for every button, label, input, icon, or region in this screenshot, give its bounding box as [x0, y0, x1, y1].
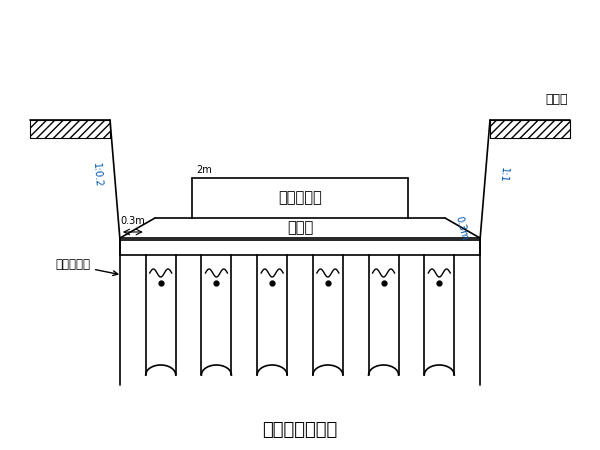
Text: 基坑开挖示意图: 基坑开挖示意图	[262, 421, 338, 439]
Text: 原地面: 原地面	[545, 93, 568, 106]
Text: 0.3m: 0.3m	[453, 215, 469, 241]
Text: 2m: 2m	[196, 165, 212, 175]
Text: 1:0.2: 1:0.2	[91, 162, 103, 188]
Text: 砂垫层: 砂垫层	[287, 220, 313, 235]
Text: 1:1: 1:1	[497, 167, 509, 183]
Text: 0.3m: 0.3m	[121, 216, 145, 226]
Text: 框构桥基础: 框构桥基础	[278, 190, 322, 206]
Text: 水泥搅拌桩: 水泥搅拌桩	[55, 258, 118, 275]
